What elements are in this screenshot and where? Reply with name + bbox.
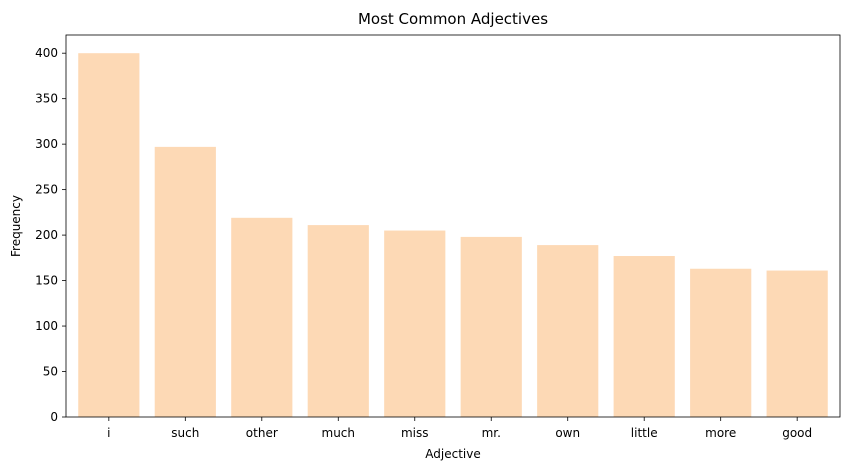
x-tick-label: little xyxy=(631,426,658,440)
plot-frame xyxy=(65,34,841,418)
bar-little xyxy=(613,256,675,417)
bars xyxy=(78,53,828,417)
x-tick-label: miss xyxy=(401,426,429,440)
x-tick-label: such xyxy=(171,426,199,440)
bar-miss xyxy=(384,230,446,417)
bar-mr xyxy=(460,236,522,417)
bar-good xyxy=(766,270,828,417)
bar-own xyxy=(537,245,599,417)
y-tick-label: 200 xyxy=(35,228,58,242)
y-tick-label: 250 xyxy=(35,183,58,197)
bar-such xyxy=(154,146,216,417)
y-tick-label: 400 xyxy=(35,46,58,60)
bar-i xyxy=(78,53,140,417)
x-axis: i such other much miss mr. own little more good xyxy=(107,417,812,440)
chart-title: Most Common Adjectives xyxy=(358,10,548,28)
x-tick-label: more xyxy=(705,426,736,440)
y-tick-label: 150 xyxy=(35,274,58,288)
bar-other xyxy=(231,217,293,417)
x-tick-label: own xyxy=(555,426,580,440)
x-tick-label: other xyxy=(246,426,278,440)
y-tick-label: 0 xyxy=(50,410,58,424)
y-tick-label: 300 xyxy=(35,137,58,151)
y-axis: 0 50 100 150 200 250 300 350 400 xyxy=(35,46,66,424)
y-tick-label: 350 xyxy=(35,92,58,106)
x-tick-label: much xyxy=(322,426,356,440)
y-tick-label: 50 xyxy=(43,365,58,379)
bar-more xyxy=(690,268,752,417)
x-tick-label: mr. xyxy=(482,426,501,440)
y-tick-label: 100 xyxy=(35,319,58,333)
y-axis-label: Frequency xyxy=(9,195,23,257)
x-tick-label: i xyxy=(107,426,110,440)
bar-much xyxy=(307,225,369,417)
x-axis-label: Adjective xyxy=(425,447,480,461)
x-tick-label: good xyxy=(782,426,812,440)
